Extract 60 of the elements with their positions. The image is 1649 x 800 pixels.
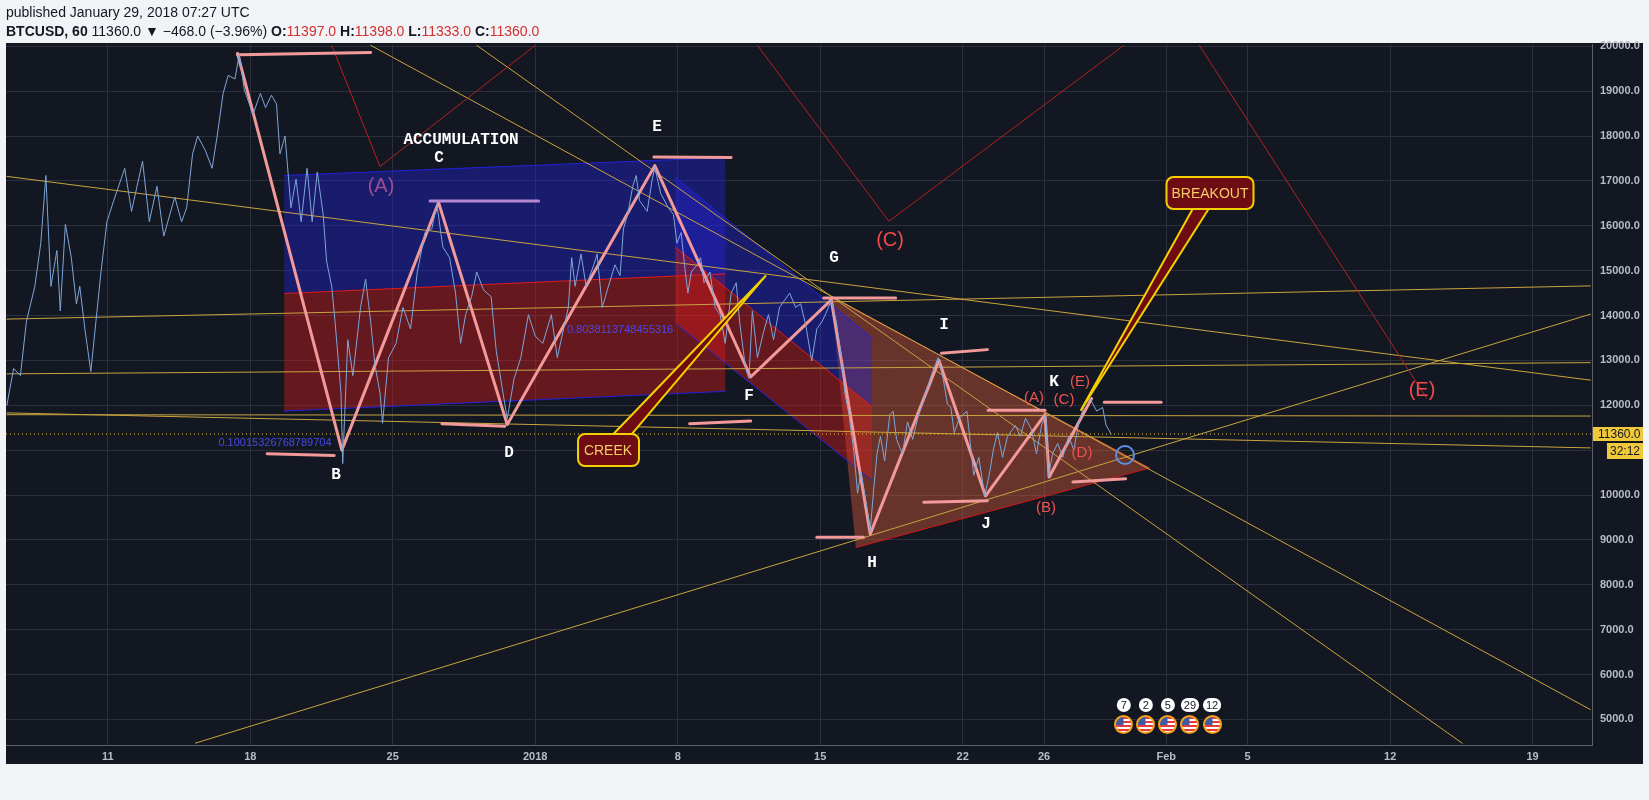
annotation: (E) [1070, 372, 1090, 390]
annotation: B [331, 466, 342, 485]
x-tick-label: 5 [1244, 749, 1251, 762]
annotation: H [867, 554, 877, 573]
x-tick-label: Feb [1156, 749, 1177, 762]
ref-line-label: 11360.0 [1598, 427, 1641, 442]
annotation: BREAKOUT [1166, 177, 1254, 209]
y-tick-label: 8000.0 [1600, 577, 1634, 590]
annotation: (C) [876, 227, 904, 250]
annotation: (B) [1036, 498, 1056, 516]
chart-title: BTCUSD, 60 [6, 23, 88, 39]
y-tick-label: 5000.0 [1600, 712, 1634, 725]
annotation: 12 [1205, 698, 1219, 711]
y-tick-label: 7000.0 [1600, 622, 1634, 635]
annotation: 7 [1120, 698, 1127, 711]
x-tick-label: 12 [1384, 749, 1397, 762]
x-tick-label: 18 [244, 749, 257, 762]
annotation: (A) [367, 173, 395, 196]
annotation: D [504, 444, 514, 463]
annotation: K [1049, 373, 1060, 392]
annotation: E [652, 118, 662, 137]
annotation: (E) [1408, 377, 1436, 400]
annotation: ACCUMULATION [403, 131, 519, 150]
y-tick-label: 13000.0 [1600, 353, 1640, 366]
y-tick-label: 6000.0 [1600, 667, 1634, 680]
x-tick-label: 11 [101, 749, 114, 762]
annotation: J [981, 515, 991, 534]
y-tick-label: 9000.0 [1600, 532, 1634, 545]
annotation: 29 [1183, 698, 1197, 711]
annotation: F [744, 387, 754, 406]
y-tick-label: 12000.0 [1600, 398, 1640, 411]
annotation: 0.10015326768789704 [218, 436, 332, 449]
text: 11360.0 ▼ −468.0 (−3.96%) O:11397.0 H:11398.0 L:11333.0 C:11360.0 [91, 23, 540, 39]
y-tick-label: 17000.0 [1600, 173, 1640, 186]
y-tick-label: 10000.0 [1600, 488, 1640, 501]
x-tick-label: 26 [1037, 749, 1051, 762]
y-tick-label: 14000.0 [1600, 308, 1640, 321]
y-tick-label: 16000.0 [1600, 218, 1640, 231]
annotation: (D) [1071, 443, 1093, 461]
annotation: G [829, 249, 839, 268]
annotation: (C) [1053, 390, 1075, 408]
x-tick-label: 25 [386, 749, 399, 762]
x-tick-label: 22 [956, 749, 969, 762]
y-tick-label: 18000.0 [1600, 129, 1640, 142]
annotation: 5 [1164, 698, 1171, 711]
y-tick-label: 20000.0 [1600, 39, 1640, 52]
annotation: C [434, 149, 445, 168]
y-tick-label: 19000.0 [1600, 84, 1640, 97]
text: 32:12 [1609, 444, 1641, 459]
x-tick-label: 2018 [522, 749, 548, 762]
y-tick-label: 15000.0 [1600, 263, 1640, 276]
annotation: I [939, 316, 949, 335]
x-tick-label: 19 [1526, 749, 1539, 762]
x-tick-label: 8 [674, 749, 681, 762]
annotation: 2 [1142, 698, 1149, 711]
annotation: 0.8038113748455316 [566, 323, 674, 336]
x-tick-label: 15 [814, 749, 827, 762]
annotation: (A) [1024, 388, 1044, 406]
annotation: CREEK [577, 434, 639, 466]
text: published January 29, 2018 07:27 UTC [6, 3, 251, 21]
